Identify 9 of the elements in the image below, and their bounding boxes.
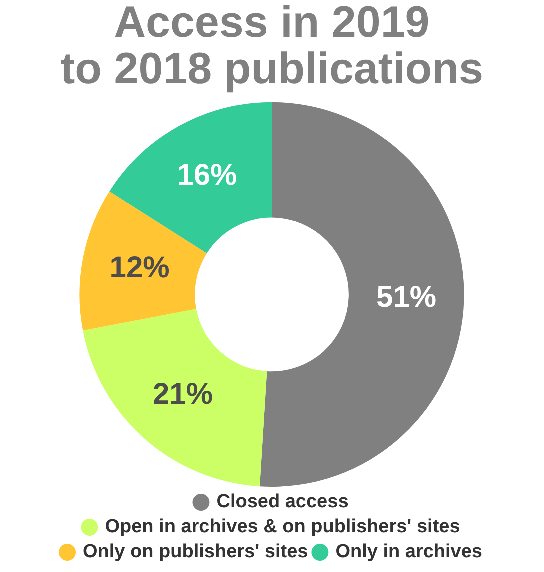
data-label: 51% [376,281,437,314]
legend-label: Only in archives [336,542,482,563]
data-label: 12% [110,252,170,285]
legend-label: Open in archives & on publishers' sites [105,516,460,538]
data-label: 16% [177,159,238,192]
chart-title: Access in 2019 to 2018 publications [60,0,484,94]
legend-label: Closed access [216,492,349,513]
legend-label: Only on publishers' sites [83,542,308,563]
data-label: 21% [152,378,214,411]
